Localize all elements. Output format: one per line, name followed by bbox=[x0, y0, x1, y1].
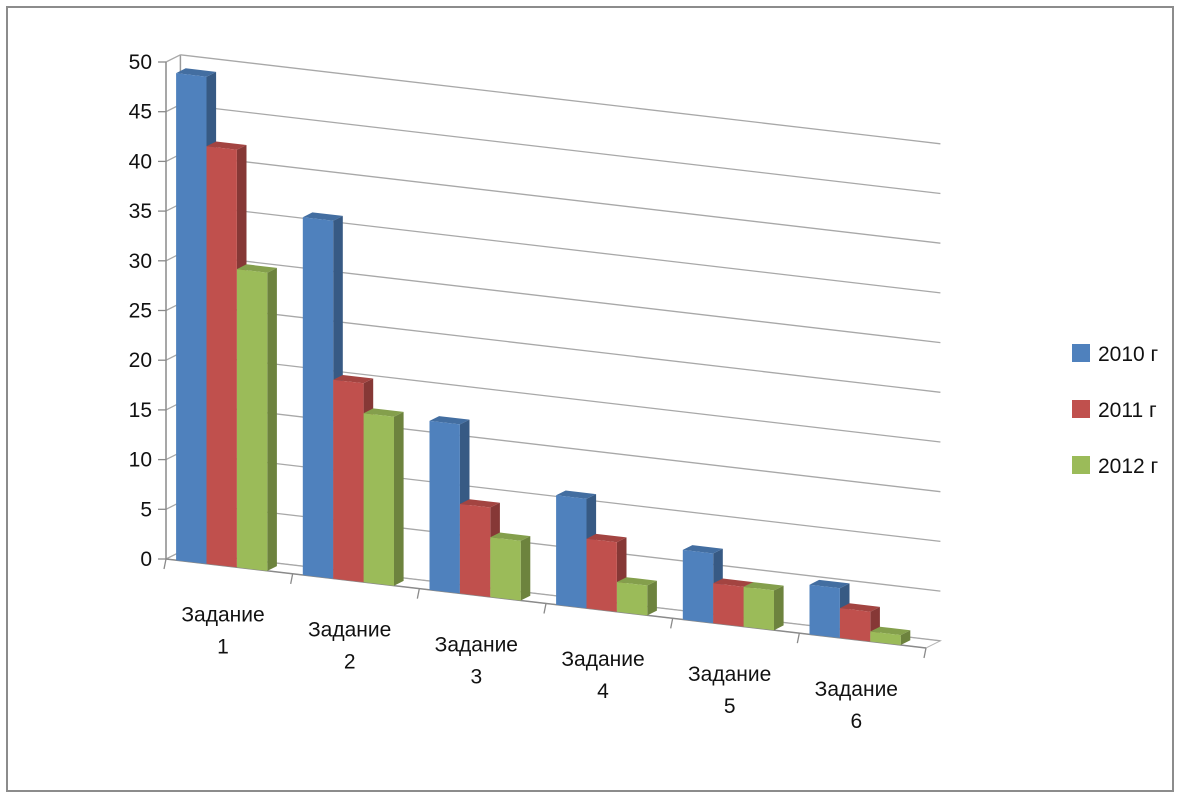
bar-front bbox=[302, 217, 334, 579]
bar-top bbox=[490, 532, 531, 541]
y-tick-label: 45 bbox=[129, 101, 152, 124]
legend-item: 2012 г bbox=[1072, 455, 1159, 478]
y-tick-label: 35 bbox=[129, 200, 152, 223]
bar-top bbox=[333, 375, 374, 384]
bar-side bbox=[267, 267, 277, 571]
bar-top bbox=[682, 545, 723, 554]
bar-top bbox=[363, 408, 404, 417]
legend-item: 2010 г bbox=[1072, 343, 1159, 366]
bar bbox=[743, 582, 784, 631]
bar-front bbox=[459, 504, 491, 597]
bar-top bbox=[870, 626, 911, 636]
bar-front bbox=[363, 413, 394, 586]
x-tick-mark bbox=[163, 558, 167, 570]
x-tick-label: Задание 5 bbox=[688, 663, 771, 718]
bar-top bbox=[429, 416, 470, 425]
y-tick-label: 15 bbox=[129, 399, 152, 422]
y-tick-label: 50 bbox=[129, 51, 152, 74]
x-tick-mark bbox=[416, 588, 420, 599]
legend-label: 2010 г bbox=[1098, 343, 1159, 366]
bar-front bbox=[870, 631, 901, 645]
gridline bbox=[180, 103, 941, 195]
bar bbox=[236, 264, 277, 571]
bar-front bbox=[682, 549, 714, 624]
bar-front bbox=[743, 586, 774, 631]
bar-front bbox=[333, 379, 364, 583]
bar-side bbox=[394, 411, 404, 586]
legend-label: 2011 г bbox=[1098, 399, 1157, 422]
y-tick-label: 0 bbox=[140, 548, 152, 571]
bar-top bbox=[556, 490, 597, 499]
x-tick-mark bbox=[670, 618, 674, 629]
bar-top bbox=[713, 578, 754, 587]
bars bbox=[176, 68, 911, 645]
bar-side bbox=[520, 536, 531, 601]
x-tick-label: Задание 1 bbox=[181, 604, 264, 659]
legend: 2010 г 2011 г 2012 г bbox=[1072, 343, 1159, 478]
legend-label: 2012 г bbox=[1098, 455, 1159, 478]
y-tick-label: 5 bbox=[140, 498, 152, 521]
bar-front bbox=[490, 537, 521, 601]
x-tick-label: Задание 6 bbox=[815, 678, 898, 733]
x-tick-mark bbox=[796, 633, 800, 644]
y-axis-ticks: 0 5 10 15 20 25 30 35 40 45 50 bbox=[129, 51, 927, 659]
bar bbox=[586, 533, 627, 612]
bar-front bbox=[556, 495, 587, 609]
bar bbox=[870, 626, 911, 645]
bar bbox=[363, 408, 404, 586]
legend-item: 2011 г bbox=[1072, 399, 1157, 422]
bar-top bbox=[743, 582, 784, 591]
bar-front bbox=[586, 538, 617, 612]
x-tick-mark bbox=[543, 603, 547, 614]
bar-top bbox=[206, 141, 247, 150]
y-tick-label: 40 bbox=[129, 150, 152, 173]
bar-front bbox=[176, 73, 207, 564]
x-axis-labels: Задание 1 Задание 2 Задание 3 Задание 4 Задание 5… bbox=[181, 604, 898, 733]
x-tick-mark bbox=[923, 647, 927, 659]
x-tick-label: Задание 2 bbox=[308, 619, 391, 674]
gridline bbox=[180, 153, 941, 244]
gridline bbox=[180, 54, 941, 145]
legend-swatch bbox=[1072, 456, 1090, 474]
bar-front bbox=[429, 420, 460, 594]
bar-top bbox=[839, 603, 880, 612]
gridline-side bbox=[165, 54, 181, 63]
bar-front bbox=[839, 608, 871, 642]
bar-top bbox=[586, 533, 627, 543]
bar-side bbox=[647, 580, 657, 616]
bar bbox=[616, 577, 657, 616]
bar-front bbox=[809, 584, 840, 638]
bar-side bbox=[774, 585, 784, 631]
bar-front bbox=[616, 582, 648, 616]
bar-top bbox=[302, 212, 343, 221]
y-tick-label: 10 bbox=[129, 449, 152, 472]
bar-top bbox=[176, 68, 217, 77]
bar-top bbox=[236, 264, 277, 273]
bar-top bbox=[459, 499, 500, 508]
x-tick-label: Задание 3 bbox=[435, 633, 518, 688]
x-tick-mark bbox=[290, 573, 294, 584]
bar-front bbox=[236, 269, 268, 571]
bar-side bbox=[900, 630, 911, 645]
y-tick-label: 30 bbox=[129, 250, 152, 273]
y-tick-label: 20 bbox=[129, 349, 152, 372]
y-tick-label: 25 bbox=[129, 300, 152, 323]
chart-walls bbox=[164, 54, 943, 649]
x-tick-label: Задание 4 bbox=[561, 648, 644, 703]
bar-front bbox=[713, 583, 744, 627]
bar-top bbox=[809, 579, 850, 589]
bar-top bbox=[616, 577, 657, 586]
legend-swatch bbox=[1072, 400, 1090, 418]
chart-frame: 0 5 10 15 20 25 30 35 40 45 50 Задание 1 Задание 2 Зад… bbox=[6, 6, 1174, 792]
legend-swatch bbox=[1072, 344, 1090, 362]
bar bbox=[490, 532, 531, 601]
bar-front bbox=[206, 146, 237, 568]
